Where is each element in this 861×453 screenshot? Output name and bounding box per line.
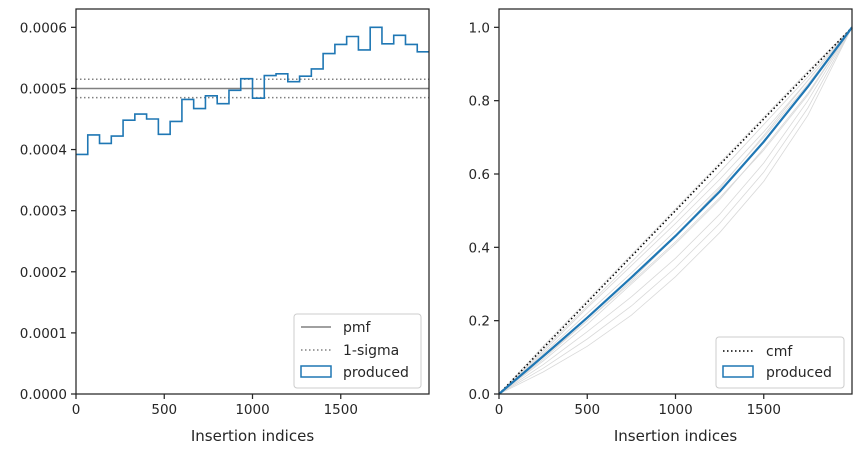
left-y-tick-label: 0.0001 bbox=[20, 326, 67, 342]
cmf-line bbox=[498, 26, 853, 395]
right-y-tick-label: 0.4 bbox=[469, 240, 490, 256]
right-legend: cmf produced bbox=[715, 336, 845, 389]
left-x-axis-label: Insertion indices bbox=[191, 427, 314, 445]
legend-produced-label-right: produced bbox=[766, 365, 832, 381]
left-y-tick-label: 0.0004 bbox=[20, 143, 67, 159]
right-plot-data bbox=[498, 26, 853, 395]
background-sample-curve bbox=[498, 27, 853, 395]
left-y-ticks: 0.0000 0.0001 0.0002 0.0003 0.0004 0.0005 0.00… bbox=[20, 20, 76, 403]
legend-cmf-label: cmf bbox=[766, 344, 793, 360]
right-x-tick-label: 500 bbox=[574, 402, 600, 418]
left-y-tick-label: 0.0000 bbox=[20, 387, 67, 403]
pmf-histogram-panel: 0 500 1000 1500 0.00000.00010.00020.00030.0… bbox=[20, 8, 430, 445]
right-x-tick-label: 0 bbox=[495, 402, 504, 418]
left-x-tick-label: 1000 bbox=[235, 402, 269, 418]
background-sample-curve bbox=[498, 27, 853, 395]
right-y-tick-label: 0.6 bbox=[469, 167, 490, 183]
legend-produced-label: produced bbox=[343, 365, 409, 381]
left-legend: pmf 1-sigma produced bbox=[293, 313, 422, 389]
background-sample-curve bbox=[498, 27, 853, 395]
background-sample-curve bbox=[498, 27, 853, 395]
right-x-axis-label: Insertion indices bbox=[614, 427, 737, 445]
right-y-tick-label: 1.0 bbox=[469, 20, 490, 36]
background-sample-curve bbox=[498, 27, 853, 395]
left-legend-box bbox=[293, 313, 422, 389]
left-x-tick-label: 0 bbox=[72, 402, 81, 418]
right-legend-box bbox=[715, 336, 845, 389]
left-x-ticks: 0 500 1000 1500 bbox=[72, 394, 358, 418]
legend-1-sigma-label: 1-sigma bbox=[343, 343, 399, 359]
legend-produced-swatch bbox=[300, 365, 332, 378]
right-x-ticks: 0 500 1000 1500 bbox=[495, 394, 781, 418]
legend-pmf-label: pmf bbox=[343, 320, 372, 336]
right-y-tick-label: 0.0 bbox=[469, 387, 490, 403]
left-x-tick-label: 1500 bbox=[324, 402, 358, 418]
right-x-tick-label: 1000 bbox=[658, 402, 692, 418]
left-y-tick-label: 0.0006 bbox=[20, 20, 67, 36]
produced-histogram-step bbox=[76, 26, 429, 156]
left-x-tick-label: 500 bbox=[151, 402, 177, 418]
left-y-tick-label: 0.0002 bbox=[20, 265, 67, 281]
left-y-tick-label: 0.0005 bbox=[20, 81, 67, 97]
left-y-tick-label: 0.0003 bbox=[20, 204, 67, 220]
right-y-tick-label: 0.8 bbox=[469, 94, 490, 110]
right-y-ticks: 0.0 0.2 0.4 0.6 0.8 1.0 bbox=[469, 20, 499, 403]
left-plot-data bbox=[76, 26, 429, 156]
background-sample-curve bbox=[498, 27, 853, 395]
background-sample-curve bbox=[498, 27, 853, 395]
legend-produced-swatch-right bbox=[722, 365, 754, 378]
produced-cumulative-line bbox=[498, 26, 853, 395]
background-sample-curve bbox=[498, 27, 853, 395]
right-x-tick-label: 1500 bbox=[747, 402, 781, 418]
cmf-panel: 0 500 1000 1500 0.0 0.2 0.4 0.6 0.8 1.0 Insertio… bbox=[469, 8, 853, 445]
right-y-tick-label: 0.2 bbox=[469, 314, 490, 330]
background-sample-curve bbox=[498, 27, 853, 395]
